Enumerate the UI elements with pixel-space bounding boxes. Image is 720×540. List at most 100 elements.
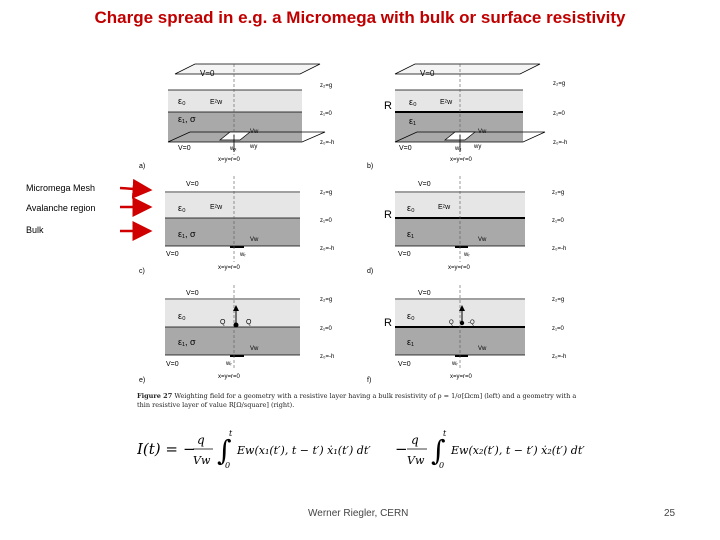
panel-a-eps0: ε₀	[178, 96, 186, 106]
panel-b-id: b)	[367, 163, 373, 170]
integral-1: ∫	[217, 434, 232, 467]
panel-e-vw: Vw	[250, 346, 259, 352]
panel-e-w: wᵣ	[225, 361, 232, 367]
formula-minus-2: −	[395, 440, 408, 458]
panel-a-z2: z₂=g	[320, 83, 332, 89]
panel-c-z2: z₂=g	[320, 190, 332, 196]
panel-e-q: Q	[220, 319, 226, 326]
formula-term-1: Ew(x₁(t′), t − t′) ẋ₁(t′) dt′	[236, 444, 371, 457]
formula-minus-1: −	[183, 440, 196, 458]
panel-d-bottom: V=0	[398, 251, 411, 258]
panel-d-z0: z₀=-h	[552, 246, 566, 252]
panel-d-eps0: ε₀	[407, 203, 415, 213]
panel-f-z1: z₁=0	[552, 326, 565, 332]
panel-f-top: V=0	[418, 290, 431, 297]
panel-a-field: Eᶻw	[210, 99, 223, 106]
panel-f-R: R	[384, 317, 392, 329]
formula-q-1: q	[197, 433, 205, 447]
red-arrows	[119, 178, 153, 241]
panel-e-top: V=0	[186, 290, 199, 297]
panel-e-eps0: ε₀	[178, 311, 186, 321]
panel-f-bottom: V=0	[398, 361, 411, 368]
panel-d-z2: z₂=g	[552, 190, 564, 196]
panel-b: V=0 z₂=g R ε₀ Eᶻw z₁=0 ε₁ Vw wₓ wy z₀=-h…	[367, 63, 567, 170]
panel-f-z0: z₀=-h	[552, 354, 566, 360]
panel-b-origin: x=y=r=0	[450, 157, 473, 163]
footer-author: Werner Riegler, CERN	[308, 508, 409, 519]
panel-f-eps0: ε₀	[407, 311, 415, 321]
panel-f: V=0 z₂=g R ε₀ Q -Q z₁=0 ε₁ Vw wᵣ z₀=-h V…	[367, 285, 566, 384]
current-formula: I(t) = − q Vw ∫ t 0 Ew(x₁(t′), t − t′) ẋ…	[137, 429, 585, 470]
panel-f-id: f)	[367, 377, 371, 384]
panel-c-origin: x=y=r=0	[218, 265, 241, 271]
formula-q-2: q	[411, 433, 419, 447]
formula-vw-1: Vw	[193, 454, 211, 467]
panel-b-wx: wₓ	[454, 146, 461, 152]
panel-b-z1: z₁=0	[553, 111, 566, 117]
panel-f-eps1: ε₁	[407, 337, 414, 347]
panel-e-origin: x=y=r=0	[218, 374, 241, 380]
panel-b-z0: z₀=-h	[553, 140, 567, 146]
integral-2: ∫	[431, 434, 446, 467]
panel-c: V=0 z₂=g ε₀ Eᶻw z₁=0 ε₁, σ Vw wᵣ z₀=-h V…	[139, 176, 334, 275]
panel-e-eps1: ε₁, σ	[178, 337, 196, 347]
panel-c-eps0: ε₀	[178, 203, 186, 213]
slide-title: Charge spread in e.g. a Micromega with b…	[94, 8, 626, 27]
panel-a-wy: wy	[249, 144, 257, 150]
panel-c-field: Eᶻw	[210, 204, 223, 211]
panel-b-field: Eᶻw	[440, 99, 453, 106]
formula-term-2: Ew(x₂(t′), t − t′) ẋ₂(t′) dt′	[450, 444, 585, 457]
panel-d-top: V=0	[418, 181, 431, 188]
panel-e-id: e)	[139, 377, 145, 384]
panel-c-id: c)	[139, 268, 145, 275]
side-label-mesh: Micromega Mesh	[26, 183, 96, 193]
panel-d-id: d)	[367, 268, 373, 275]
panel-c-w: wᵣ	[239, 252, 246, 258]
panel-a-id: a)	[139, 163, 145, 170]
panel-b-R: R	[384, 100, 392, 112]
panel-d-z1: z₁=0	[552, 218, 565, 224]
panel-f-q: Q	[449, 320, 454, 326]
formula-vw-2: Vw	[407, 454, 425, 467]
arrow-mesh	[119, 178, 153, 199]
panel-a-top: V=0	[200, 69, 215, 78]
panel-b-eps1: ε₁	[409, 116, 416, 126]
formula-int-up-2: t	[443, 429, 447, 438]
formula-lhs: I(t) =	[137, 440, 178, 458]
panel-f-w: wᵣ	[451, 361, 458, 367]
panel-d-w: wᵣ	[463, 252, 470, 258]
panel-c-top: V=0	[186, 181, 199, 188]
panel-d-vw: Vw	[478, 237, 487, 243]
formula-int-lo-2: 0	[439, 461, 444, 470]
panel-f-vw: Vw	[478, 346, 487, 352]
panel-c-eps1: ε₁, σ	[178, 229, 196, 239]
panel-a-eps1: ε₁, σ	[178, 114, 196, 124]
panel-e-z1: z₁=0	[320, 326, 333, 332]
panel-a-z0: z₀=-h	[320, 140, 334, 146]
panel-b-wy: wy	[473, 144, 481, 150]
side-label-avalanche: Avalanche region	[26, 203, 96, 213]
panel-d-origin: x=y=r=0	[448, 265, 471, 271]
panel-d-field: Eᶻw	[438, 204, 451, 211]
footer-page-number: 25	[664, 508, 676, 519]
figure-caption-label: Figure 27	[137, 392, 173, 400]
panel-a: V=0 z₂=g ε₀ Eᶻw z₁=0 ε₁, σ Vw wₓ wy z₀=-…	[139, 63, 334, 170]
formula-int-up-1: t	[229, 429, 233, 438]
panel-b-z2: z₂=g	[553, 81, 565, 87]
panel-a-origin: x=y=r=0	[218, 157, 241, 163]
panel-a-bottom: V=0	[178, 145, 191, 152]
panel-c-z0: z₀=-h	[320, 246, 334, 252]
side-label-bulk: Bulk	[26, 225, 44, 235]
panel-f-z2: z₂=g	[552, 297, 564, 303]
panel-e-bottom: V=0	[166, 361, 179, 368]
panel-e-z2: z₂=g	[320, 297, 332, 303]
panel-e-qneg: Q	[246, 319, 252, 326]
panel-b-vw: Vw	[478, 129, 487, 135]
panel-f-origin: x=y=r=0	[450, 374, 473, 380]
panel-a-vw: Vw	[250, 129, 259, 135]
panel-d: V=0 z₂=g R ε₀ Eᶻw z₁=0 ε₁ Vw wᵣ z₀=-h V=…	[367, 176, 566, 275]
panel-b-eps0: ε₀	[409, 97, 417, 107]
panel-d-R: R	[384, 209, 392, 221]
formula-int-lo-1: 0	[225, 461, 230, 470]
